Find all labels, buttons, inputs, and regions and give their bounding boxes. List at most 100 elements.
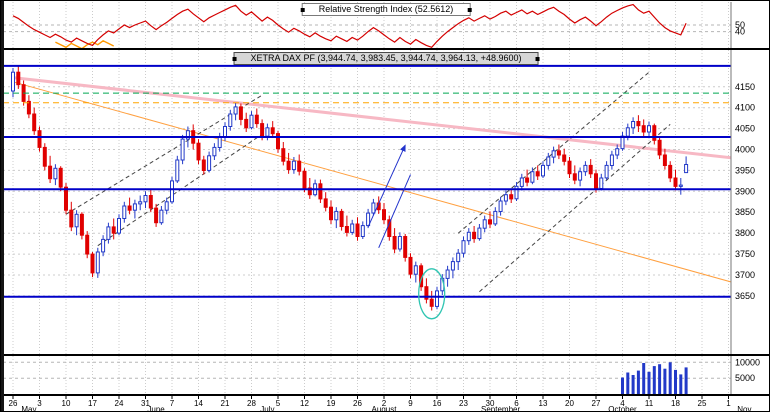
candle[interactable] (673, 177, 678, 187)
selection-handle[interactable] (232, 56, 237, 61)
volume-bar[interactable] (668, 362, 672, 394)
candle[interactable] (201, 159, 206, 171)
candle[interactable] (668, 164, 673, 179)
candle[interactable] (366, 212, 371, 227)
candle[interactable] (217, 136, 222, 148)
selection-handle[interactable] (467, 7, 472, 12)
candle[interactable] (535, 171, 540, 177)
candle[interactable] (281, 148, 286, 162)
candle[interactable] (397, 236, 402, 250)
candle[interactable] (615, 148, 620, 156)
volume-bar[interactable] (684, 367, 688, 394)
candle[interactable] (344, 226, 349, 233)
candle[interactable] (175, 159, 180, 182)
rsi-title-box[interactable]: Relative Strength Index (52.5612) (300, 3, 472, 16)
candle[interactable] (148, 195, 153, 209)
downtrend-line-orange[interactable] (12, 81, 739, 284)
candle[interactable] (196, 142, 201, 161)
candle[interactable] (541, 164, 545, 177)
volume-bar[interactable] (658, 364, 662, 394)
candle[interactable] (604, 164, 609, 179)
candle[interactable] (408, 256, 413, 275)
volume-bar[interactable] (636, 370, 640, 394)
candle[interactable] (599, 177, 604, 189)
candle[interactable] (64, 186, 68, 211)
candle[interactable] (551, 150, 556, 158)
candle[interactable] (562, 154, 567, 162)
candle[interactable] (371, 202, 376, 214)
rsi-signal-line[interactable] (55, 39, 115, 48)
candle[interactable] (429, 298, 434, 307)
candle[interactable] (684, 164, 689, 174)
candle[interactable] (482, 219, 487, 229)
candle[interactable] (276, 133, 280, 150)
candle[interactable] (662, 154, 667, 166)
candle[interactable] (106, 226, 111, 240)
rsi-line[interactable] (12, 3, 687, 48)
candle[interactable] (297, 160, 302, 172)
candle[interactable] (265, 127, 270, 137)
candle[interactable] (228, 113, 233, 127)
candle[interactable] (42, 146, 47, 167)
candle[interactable] (58, 167, 63, 188)
candle[interactable] (609, 154, 614, 166)
candle[interactable] (154, 207, 159, 224)
channel-aug-oct-lower[interactable] (479, 124, 671, 293)
candle[interactable] (180, 138, 185, 161)
candle[interactable] (270, 127, 275, 135)
candle[interactable] (323, 198, 328, 208)
candle[interactable] (95, 251, 100, 274)
candle[interactable] (625, 127, 630, 137)
volume-bar[interactable] (679, 374, 683, 394)
candle[interactable] (450, 261, 455, 271)
candle[interactable] (435, 290, 439, 307)
volume-bar[interactable] (652, 366, 656, 394)
candle[interactable] (360, 225, 365, 238)
volume-bar[interactable] (647, 371, 651, 394)
candle[interactable] (350, 223, 355, 233)
candle[interactable] (286, 160, 291, 171)
candle[interactable] (85, 234, 90, 255)
candle[interactable] (138, 201, 143, 205)
candle[interactable] (329, 206, 333, 221)
candle[interactable] (318, 183, 323, 200)
candle[interactable] (588, 164, 593, 175)
candle[interactable] (101, 238, 106, 253)
candle[interactable] (594, 173, 598, 189)
candle[interactable] (424, 286, 429, 300)
candle[interactable] (472, 231, 477, 240)
candle[interactable] (413, 265, 418, 275)
volume-bar[interactable] (631, 375, 635, 394)
candle[interactable] (578, 171, 583, 181)
price-title-box[interactable]: XETRA DAX PF (3,944.74, 3,983.45, 3,944.… (232, 52, 540, 65)
candle[interactable] (212, 146, 217, 157)
candle[interactable] (117, 218, 121, 234)
candle[interactable] (678, 184, 683, 187)
candle[interactable] (631, 121, 636, 129)
candle[interactable] (132, 203, 137, 211)
candle[interactable] (143, 195, 148, 203)
candle[interactable] (657, 139, 662, 156)
candle[interactable] (16, 71, 21, 86)
impulse-line[interactable] (378, 174, 411, 248)
candle[interactable] (244, 118, 249, 129)
candle[interactable] (488, 219, 492, 225)
volume-bar[interactable] (626, 372, 630, 395)
candle[interactable] (307, 187, 312, 196)
candle[interactable] (291, 160, 296, 171)
candle[interactable] (233, 106, 238, 115)
candle[interactable] (37, 130, 42, 148)
volume-bar[interactable] (621, 377, 624, 395)
candle[interactable] (403, 236, 408, 258)
candle[interactable] (503, 194, 508, 202)
candle[interactable] (493, 210, 498, 225)
volume-bar[interactable] (663, 368, 667, 394)
candle[interactable] (392, 236, 397, 250)
candle[interactable] (519, 177, 524, 187)
candle[interactable] (111, 226, 116, 234)
candle[interactable] (498, 200, 503, 212)
candle[interactable] (509, 194, 514, 200)
pane-divider[interactable] (1, 48, 769, 50)
candle[interactable] (207, 155, 212, 171)
